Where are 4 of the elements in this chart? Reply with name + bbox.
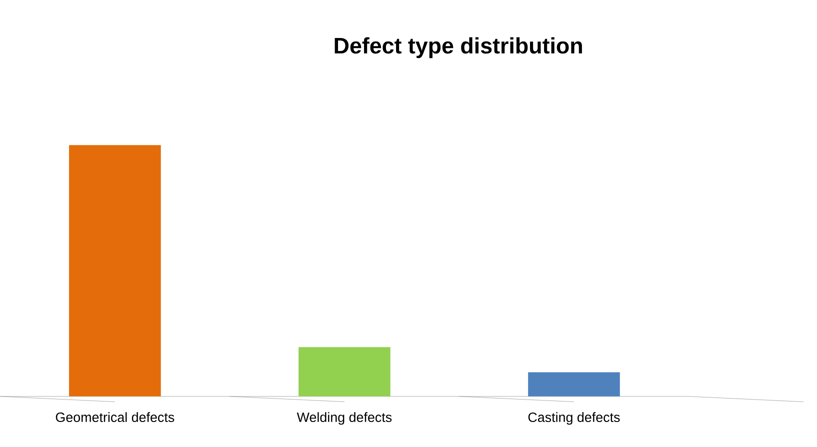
x-tick-label: Welding defects	[296, 412, 392, 425]
chart-title: Defect type distribution	[334, 37, 582, 58]
x-tick-label: Casting defects	[528, 412, 620, 425]
x-tick-label: Geometrical defects	[56, 412, 174, 422]
